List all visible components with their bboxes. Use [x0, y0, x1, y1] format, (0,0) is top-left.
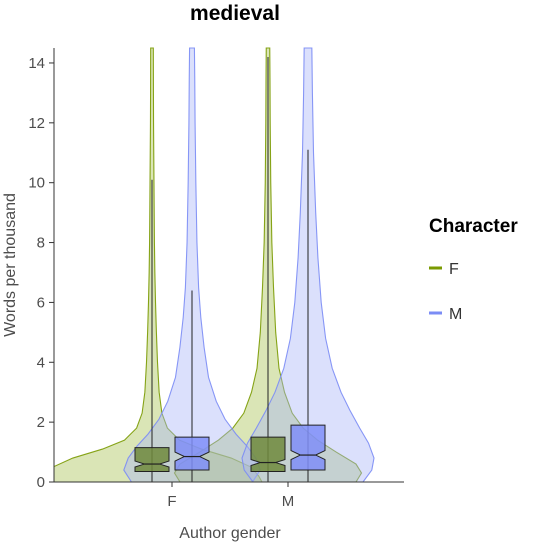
legend-label-F: F: [449, 261, 459, 278]
plot-area: [54, 47, 375, 482]
legend-title: Character: [429, 216, 518, 237]
y-tick-label: 2: [37, 414, 45, 431]
y-axis-label: Words per thousand: [2, 193, 19, 337]
y-tick-label: 0: [37, 474, 45, 491]
x-tick-label: M: [282, 493, 295, 510]
box-M-F: [174, 436, 210, 471]
x-axis-label: Author gender: [179, 525, 281, 542]
y-tick-label: 12: [28, 115, 45, 132]
y-tick-label: 10: [28, 175, 45, 192]
chart-title: medieval: [190, 2, 280, 25]
legend: Character F M: [429, 216, 518, 323]
y-tick-label: 8: [37, 235, 45, 252]
y-tick-label: 4: [37, 354, 45, 371]
y-tick-label: 6: [37, 294, 45, 311]
x-tick-label: F: [167, 493, 176, 510]
box-F-F: [134, 447, 170, 473]
box-F-M: [250, 436, 286, 473]
axes: 0 2 4 6 8 10 12 14 F M: [28, 48, 404, 510]
y-tick-label: 14: [28, 55, 45, 72]
violin-F-F: [54, 47, 263, 482]
box-M-M: [290, 424, 326, 471]
legend-label-M: M: [449, 306, 462, 323]
